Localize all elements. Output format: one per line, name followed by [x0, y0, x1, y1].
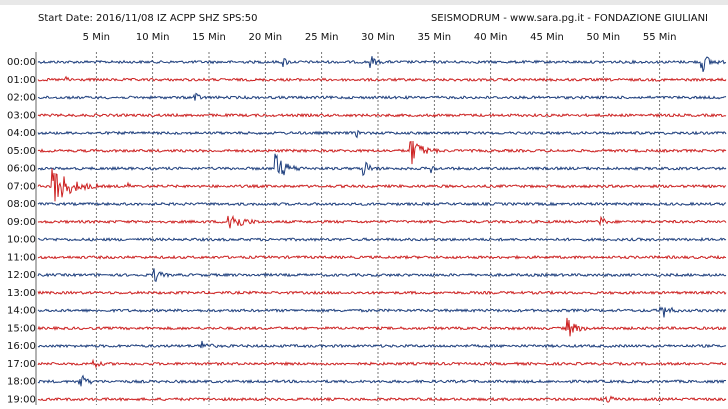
minute-label: 30 Min [361, 32, 395, 43]
hour-label: 05:00 [7, 146, 36, 157]
trace [37, 56, 727, 72]
trace [37, 140, 727, 165]
minute-label: 10 Min [136, 32, 170, 43]
menu-bar [0, 0, 728, 5]
trace [37, 305, 727, 318]
trace [37, 75, 727, 83]
trace [37, 153, 727, 177]
trace [37, 168, 727, 202]
hour-label: 03:00 [7, 110, 36, 121]
trace [37, 358, 727, 369]
minute-label: 5 Min [83, 32, 110, 43]
hour-label: 04:00 [7, 128, 36, 139]
hour-label: 19:00 [7, 394, 36, 405]
hour-label: 10:00 [7, 235, 36, 246]
trace [37, 201, 727, 207]
header-left: Start Date: 2016/11/08 IZ ACPP SHZ SPS:5… [38, 13, 257, 24]
hour-label: 08:00 [7, 199, 36, 210]
trace [37, 236, 727, 242]
trace [37, 340, 727, 349]
trace [37, 395, 727, 403]
minute-label: 50 Min [587, 32, 621, 43]
hour-label: 00:00 [7, 57, 36, 68]
hour-label: 12:00 [7, 270, 36, 281]
trace [37, 254, 727, 260]
trace [37, 112, 727, 118]
trace [37, 129, 727, 139]
hour-label: 17:00 [7, 359, 36, 370]
minute-label: 40 Min [474, 32, 508, 43]
hour-label: 13:00 [7, 288, 36, 299]
trace [37, 374, 727, 387]
trace [37, 317, 727, 337]
hour-label: 07:00 [7, 181, 36, 192]
hour-label: 16:00 [7, 341, 36, 352]
minute-label: 45 Min [530, 32, 564, 43]
hour-label: 14:00 [7, 306, 36, 317]
trace [37, 92, 727, 101]
header-right: SEISMODRUM - www.sara.pg.it - FONDAZIONE… [431, 13, 708, 24]
minute-label: 25 Min [305, 32, 339, 43]
trace [37, 214, 727, 229]
hour-label: 15:00 [7, 323, 36, 334]
hour-label: 06:00 [7, 164, 36, 175]
hour-label: 11:00 [7, 252, 36, 263]
hour-label: 09:00 [7, 217, 36, 228]
minute-label: 35 Min [418, 32, 452, 43]
hour-label: 01:00 [7, 75, 36, 86]
hour-label: 18:00 [7, 377, 36, 388]
minute-label: 20 Min [249, 32, 283, 43]
trace [37, 290, 727, 296]
hour-label: 02:00 [7, 93, 36, 104]
minute-label: 55 Min [643, 32, 677, 43]
minute-label: 15 Min [192, 32, 226, 43]
trace [37, 268, 727, 283]
